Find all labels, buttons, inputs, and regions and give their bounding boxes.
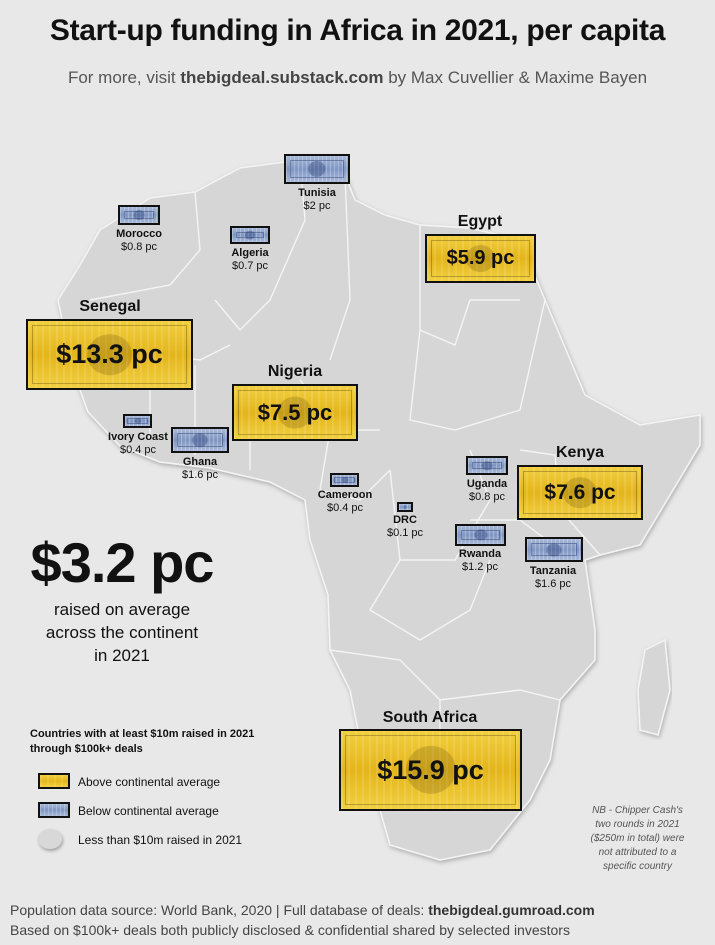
south-africa-value: $15.9 pc [377,754,484,785]
morocco-value: $0.8 pc [120,241,158,253]
note-line-4: not attributed to a [598,847,677,858]
south-africa-bill: $15.9 pc [339,729,522,811]
ivory-coast-name: Ivory Coast [108,431,168,443]
note-line-5: specific country [603,861,672,872]
legend-above-label: Above continental average [78,775,221,789]
average-line-3: in 2021 [94,646,150,665]
legend-title-line-2: through $100k+ deals [30,743,143,755]
kenya-value: $7.6 pc [544,480,616,504]
nigeria-value: $7.5 pc [257,399,333,425]
ivory-coast-label: Ivory Coast $0.4 pc [99,431,177,457]
average-caption: raised on average across the continent i… [22,598,222,667]
rwanda-label: Rwanda $1.2 pc [445,548,515,574]
ghana-bill [171,427,229,453]
morocco-label: Morocco $0.8 pc [104,228,174,254]
cameroon-label: Cameroon $0.4 pc [305,489,385,515]
rwanda-value: $1.2 pc [461,561,499,573]
legend-below-label: Below continental average [78,804,219,818]
legend-less-swatch [38,829,62,849]
morocco-name: Morocco [116,228,162,240]
ghana-label: Ghana $1.6 pc [165,456,235,482]
tanzania-label: Tanzania $1.6 pc [518,565,588,591]
uganda-name: Uganda [466,478,508,490]
ghana-value: $1.6 pc [181,469,219,481]
footer-link[interactable]: thebigdeal.gumroad.com [428,902,595,918]
footer-line-2: Based on $100k+ deals both publicly disc… [10,922,570,938]
subtitle-suffix: by Max Cuvellier & Maxime Bayen [383,68,648,87]
south-africa-name: South Africa [382,709,478,726]
senegal-name: Senegal [79,298,141,315]
drc-bill [397,502,413,512]
tunisia-label: Tunisia $2 pc [287,187,347,213]
page-subtitle: For more, visit thebigdeal.substack.com … [0,68,715,88]
nigeria-name: Nigeria [267,363,323,380]
drc-label: DRC $0.1 pc [375,514,435,540]
legend-less-label: Less than $10m raised in 2021 [78,833,243,847]
drc-value: $0.1 pc [386,527,424,539]
tunisia-bill [284,154,350,184]
average-value: $3.2 pc [30,531,215,594]
cameroon-bill [330,473,359,487]
algeria-value: $0.7 pc [231,260,269,272]
senegal-bill: $13.3 pc [26,319,193,390]
note-line-3: ($250m in total) were [590,833,685,844]
algeria-bill [230,226,270,244]
madagascar [637,638,671,736]
egypt-value: $5.9 pc [446,247,515,269]
ivory-coast-value: $0.4 pc [119,444,157,456]
tanzania-value: $1.6 pc [534,578,572,590]
note: NB - Chipper Cash's two rounds in 2021 (… [575,804,700,874]
rwanda-bill [455,524,506,546]
ivory-coast-bill [123,414,152,428]
uganda-value: $0.8 pc [468,491,506,503]
subtitle-prefix: For more, visit [67,68,181,87]
egypt-bill: $5.9 pc [425,234,536,283]
tunisia-value: $2 pc [303,200,331,212]
senegal-value: $13.3 pc [56,339,163,369]
footer-line-1: Population data source: World Bank, 2020… [10,902,595,918]
page-title: Start-up funding in Africa in 2021, per … [49,14,666,47]
cameroon-value: $0.4 pc [326,502,364,514]
legend-title-line-1: Countries with at least $10m raised in 2… [30,728,255,740]
uganda-label: Uganda $0.8 pc [452,478,522,504]
footer-source: Population data source: World Bank, 2020… [10,902,429,918]
uganda-bill [466,456,508,475]
algeria-name: Algeria [231,247,269,259]
legend-below-swatch [38,802,70,818]
legend-title: Countries with at least $10m raised in 2… [30,727,290,757]
average-line-1: raised on average [53,600,191,619]
nigeria-bill: $7.5 pc [232,384,358,441]
egypt-name: Egypt [457,213,503,230]
algeria-label: Algeria $0.7 pc [215,247,285,273]
legend-above-swatch [38,773,70,789]
tanzania-bill [525,537,583,562]
note-line-1: NB - Chipper Cash's [592,805,683,816]
subtitle-link[interactable]: thebigdeal.substack.com [180,68,384,87]
morocco-bill [118,205,160,225]
note-line-2: two rounds in 2021 [595,819,680,830]
drc-name: DRC [393,514,417,526]
tunisia-name: Tunisia [298,187,336,199]
average-line-2: across the continent [45,623,199,642]
kenya-name: Kenya [555,444,605,461]
ghana-name: Ghana [182,456,218,468]
rwanda-name: Rwanda [458,548,502,560]
tanzania-name: Tanzania [529,565,577,577]
cameroon-name: Cameroon [317,489,373,501]
kenya-bill: $7.6 pc [517,465,643,520]
africa-landmass [57,159,701,861]
